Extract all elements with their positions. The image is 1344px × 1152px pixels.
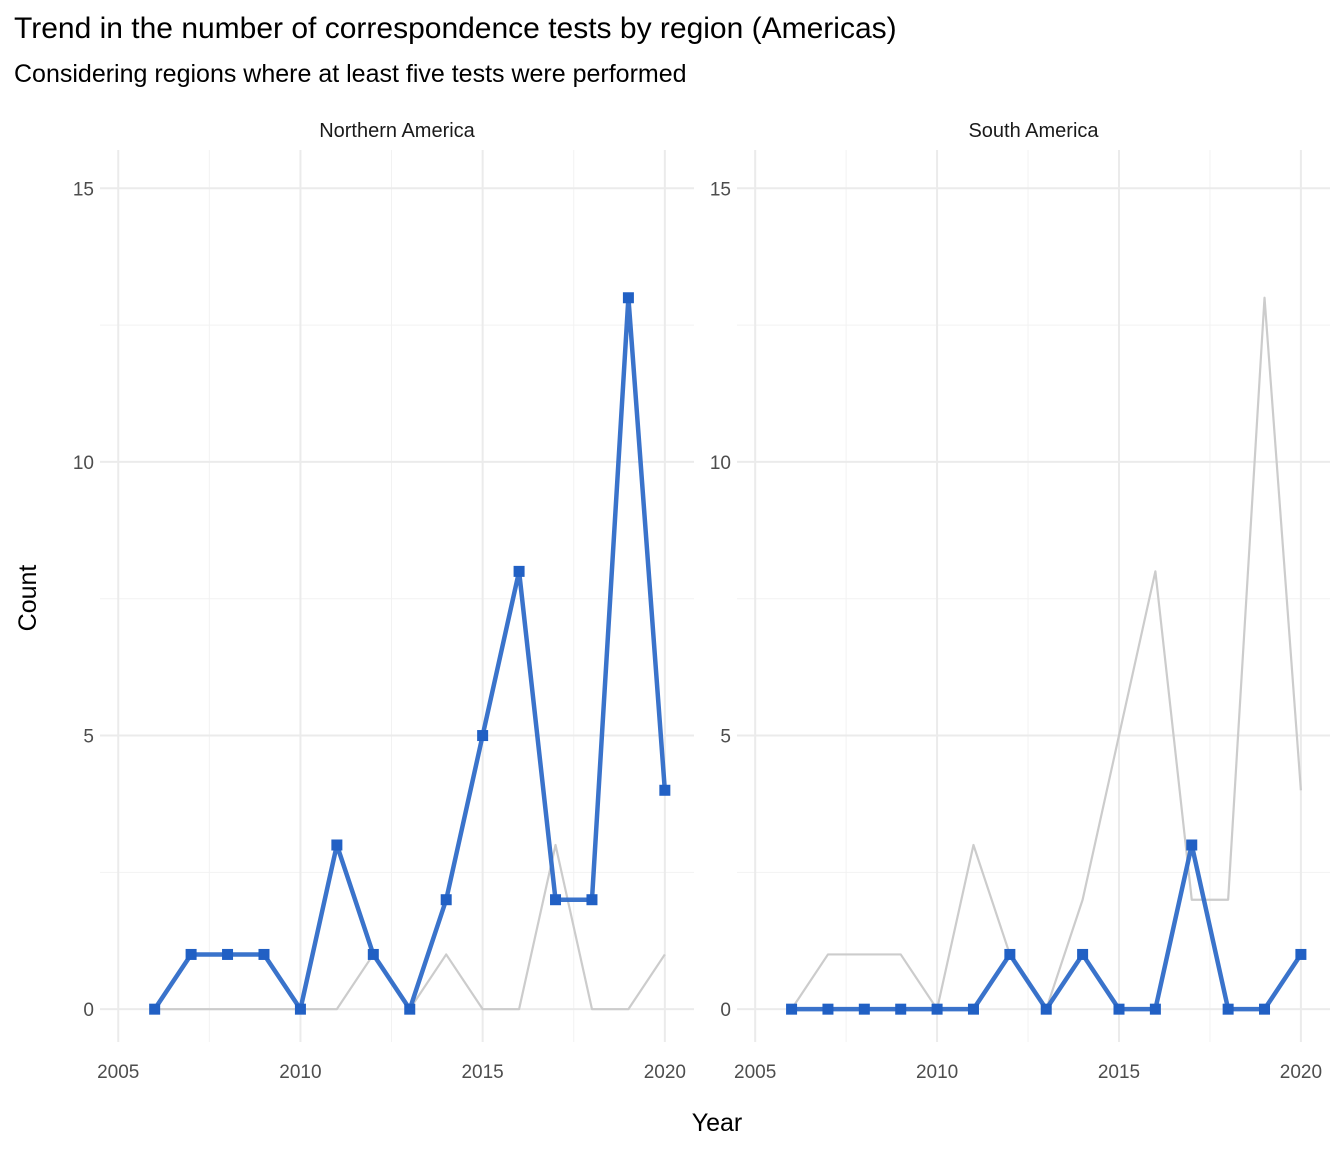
data-point (149, 1003, 161, 1015)
data-point (586, 894, 598, 906)
data-point (1222, 1003, 1234, 1015)
data-point (513, 565, 525, 577)
data-point (659, 784, 671, 796)
x-tick-label: 2010 (279, 1062, 321, 1083)
major-gridlines (737, 150, 1330, 1042)
x-tick-label: 2020 (644, 1062, 686, 1083)
data-point (222, 948, 234, 960)
background-series-line (154, 843, 666, 1011)
data-point (550, 894, 562, 906)
minor-gridlines (737, 150, 1330, 1042)
data-point (822, 1003, 834, 1015)
major-gridlines (100, 150, 694, 1042)
data-point (931, 1003, 943, 1015)
data-point (1113, 1003, 1125, 1015)
chart-subtitle: Considering regions where at least five … (14, 60, 687, 88)
data-point (786, 1003, 798, 1015)
x-tick-label: 2005 (97, 1062, 139, 1083)
facet-strip-label: South America (968, 120, 1099, 142)
data-point (404, 1003, 416, 1015)
series-line (791, 842, 1303, 1012)
y-tick-label: 10 (710, 453, 731, 474)
x-tick-label: 2015 (461, 1062, 503, 1083)
data-point (1295, 948, 1307, 960)
x-axis-title: Year (692, 1109, 743, 1137)
y-tick-label: 5 (83, 727, 94, 748)
data-point (622, 292, 634, 304)
minor-gridlines (100, 150, 694, 1042)
y-tick-label: 10 (73, 453, 94, 474)
data-point (1040, 1003, 1052, 1015)
data-point (258, 948, 270, 960)
data-point (440, 894, 452, 906)
data-point (1077, 948, 1089, 960)
y-tick-label: 0 (83, 1000, 94, 1021)
data-point (367, 948, 379, 960)
data-point (895, 1003, 907, 1015)
background-series-line (790, 296, 1302, 1011)
data-point (1186, 839, 1198, 851)
y-tick-label: 5 (720, 727, 731, 748)
facet-panel: Northern America 2005 2010 2015 2020 0 5 10 15 (73, 120, 694, 1083)
data-point (331, 839, 343, 851)
data-point (294, 1003, 306, 1015)
facet-panel: South America 2005 2010 2015 2020 0 5 10 15 (710, 120, 1330, 1083)
data-point (967, 1003, 979, 1015)
data-point (1149, 1003, 1161, 1015)
y-tick-label: 15 (73, 179, 94, 200)
x-tick-label: 2020 (1280, 1062, 1322, 1083)
data-point (858, 1003, 870, 1015)
data-point (1259, 1003, 1271, 1015)
chart-title: Trend in the number of correspondence te… (14, 12, 897, 45)
facet-strip-label: Northern America (319, 120, 475, 142)
x-tick-label: 2015 (1098, 1062, 1140, 1083)
y-tick-label: 15 (710, 179, 731, 200)
x-tick-label: 2010 (916, 1062, 958, 1083)
y-axis-title: Count (14, 565, 42, 632)
y-tick-label: 0 (720, 1000, 731, 1021)
x-tick-label: 2005 (734, 1062, 776, 1083)
data-point (477, 730, 489, 742)
data-point (185, 948, 197, 960)
data-point (1004, 948, 1016, 960)
